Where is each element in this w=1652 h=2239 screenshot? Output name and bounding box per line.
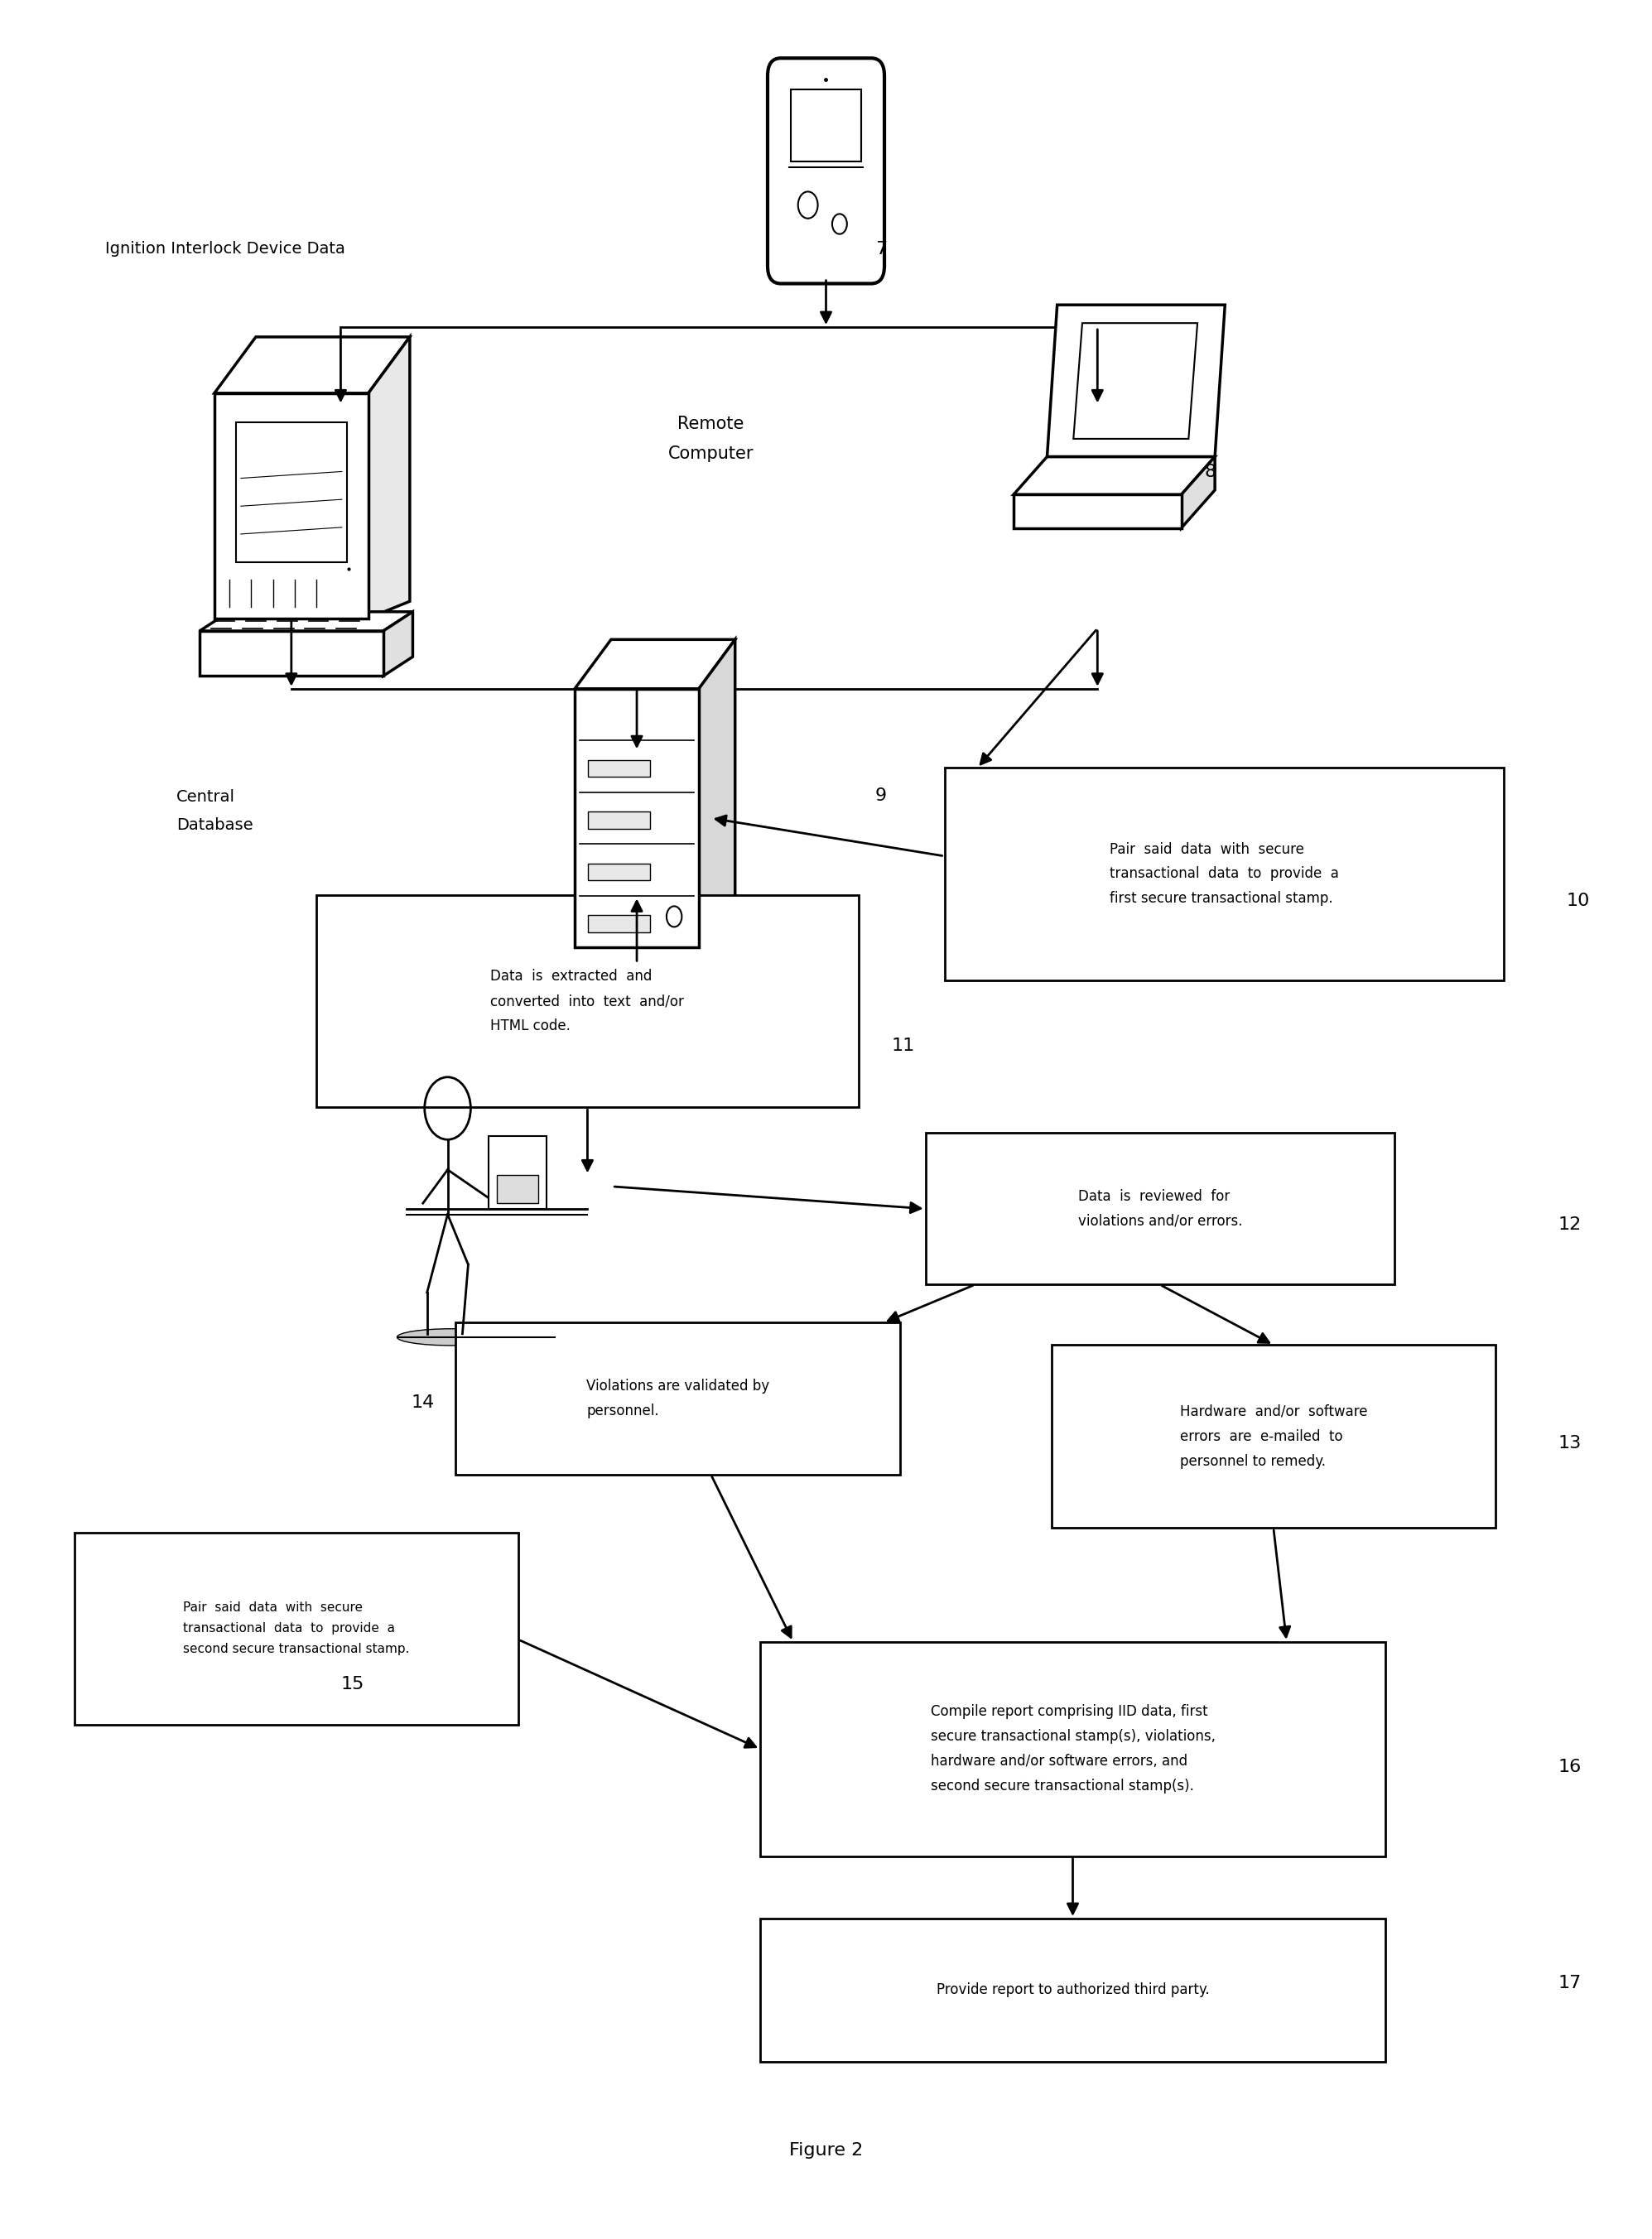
Bar bbox=[236, 423, 347, 562]
Text: 15: 15 bbox=[340, 1677, 363, 1693]
Bar bbox=[925, 1133, 1394, 1285]
Bar bbox=[456, 1323, 900, 1476]
Text: Violations are validated by
personnel.: Violations are validated by personnel. bbox=[586, 1379, 770, 1417]
Bar bbox=[588, 864, 649, 880]
Bar bbox=[1051, 1346, 1495, 1527]
Text: Compile report comprising IID data, first
secure transactional stamp(s), violati: Compile report comprising IID data, firs… bbox=[930, 1704, 1216, 1793]
Polygon shape bbox=[1181, 457, 1214, 528]
Text: 16: 16 bbox=[1558, 1758, 1581, 1776]
Bar bbox=[575, 690, 699, 947]
Bar bbox=[215, 394, 368, 618]
Text: 7: 7 bbox=[876, 242, 887, 257]
Text: Pair  said  data  with  secure
transactional  data  to  provide  a
first secure : Pair said data with secure transactional… bbox=[1110, 842, 1338, 907]
Text: Provide report to authorized third party.: Provide report to authorized third party… bbox=[937, 1982, 1209, 1997]
Text: Pair  said  data  with  secure
transactional  data  to  provide  a
second secure: Pair said data with secure transactional… bbox=[183, 1601, 410, 1655]
Text: 14: 14 bbox=[411, 1395, 434, 1411]
Polygon shape bbox=[215, 336, 410, 394]
Bar bbox=[760, 1641, 1386, 1856]
Text: 10: 10 bbox=[1566, 893, 1589, 909]
Text: Hardware  and/or  software
errors  are  e-mailed  to
personnel to remedy.: Hardware and/or software errors are e-ma… bbox=[1180, 1404, 1368, 1469]
Ellipse shape bbox=[396, 1328, 507, 1346]
Polygon shape bbox=[575, 640, 735, 690]
Text: 17: 17 bbox=[1558, 1975, 1581, 1993]
Bar bbox=[791, 90, 861, 161]
Polygon shape bbox=[368, 336, 410, 618]
Text: Remote
Computer: Remote Computer bbox=[667, 416, 753, 461]
Text: 11: 11 bbox=[892, 1037, 915, 1055]
Text: Central
Database: Central Database bbox=[177, 790, 253, 833]
Bar bbox=[316, 896, 859, 1108]
Polygon shape bbox=[1014, 457, 1214, 495]
Bar bbox=[497, 1175, 539, 1202]
Text: 13: 13 bbox=[1558, 1435, 1581, 1451]
Bar bbox=[74, 1531, 519, 1724]
Text: 9: 9 bbox=[876, 788, 887, 804]
FancyBboxPatch shape bbox=[768, 58, 884, 284]
Polygon shape bbox=[1047, 305, 1226, 457]
Bar bbox=[945, 768, 1503, 981]
Bar bbox=[588, 916, 649, 931]
Bar bbox=[1014, 495, 1181, 528]
Bar bbox=[588, 813, 649, 828]
Bar bbox=[588, 759, 649, 777]
Polygon shape bbox=[383, 611, 413, 676]
Text: 8: 8 bbox=[1204, 463, 1216, 481]
Bar bbox=[200, 631, 383, 676]
Text: 12: 12 bbox=[1558, 1216, 1581, 1234]
Polygon shape bbox=[1074, 322, 1198, 439]
Polygon shape bbox=[200, 611, 413, 631]
Text: Data  is  extracted  and
converted  into  text  and/or
HTML code.: Data is extracted and converted into tex… bbox=[491, 969, 684, 1034]
Polygon shape bbox=[699, 640, 735, 947]
Bar bbox=[760, 1919, 1386, 2062]
Text: Figure 2: Figure 2 bbox=[790, 2143, 862, 2158]
Bar bbox=[489, 1135, 547, 1209]
Text: Data  is  reviewed  for
violations and/or errors.: Data is reviewed for violations and/or e… bbox=[1077, 1189, 1242, 1229]
Text: Ignition Interlock Device Data: Ignition Interlock Device Data bbox=[106, 242, 345, 257]
